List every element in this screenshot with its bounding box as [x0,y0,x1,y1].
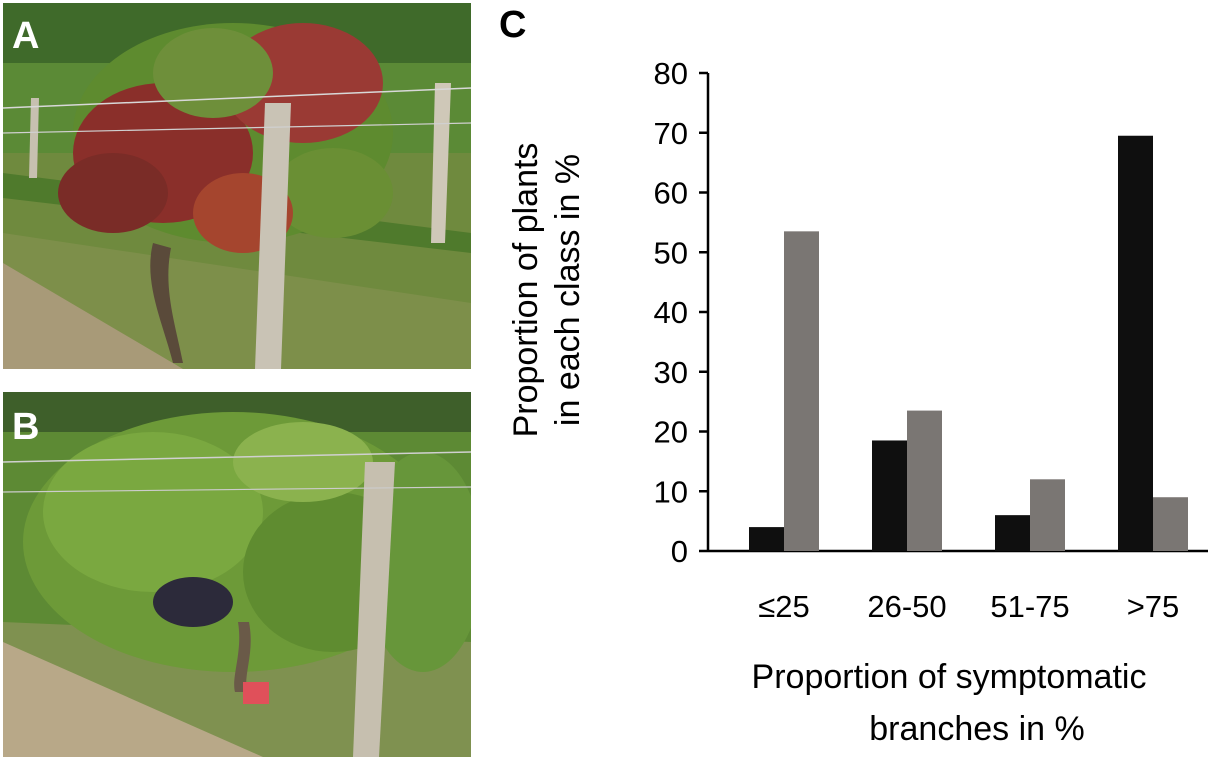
bar-series-1 [749,527,784,551]
x-tick-label: 26-50 [867,589,946,624]
y-tick-label: 60 [654,176,688,211]
y-tick-label: 0 [671,534,688,569]
panel-label-c: C [499,4,527,46]
y-axis-title-line-2: in each class in % [549,154,587,426]
x-axis-title-line-1: Proportion of symptomatic [752,658,1147,696]
y-tick-label: 20 [654,415,688,450]
bar-series-2 [784,231,819,551]
y-tick-label: 40 [654,295,688,330]
photo-symptomatic-vine [3,3,471,369]
bar-chart: 0 10 20 30 40 50 60 70 80 ≤25 26-50 51-75 >75 Propo… [507,56,1208,748]
panel-label-a: A [12,15,40,57]
y-tick-label: 70 [654,116,688,151]
y-tick-label: 10 [654,474,688,509]
photo-healthy-vine [3,392,471,757]
x-tick-label: ≤25 [758,589,810,624]
y-tick-label: 80 [654,56,688,91]
x-axis-title-line-2: branches in % [869,710,1084,748]
bar-series-2 [1030,479,1065,551]
bar-series-1 [872,440,907,551]
x-tick-label: 51-75 [990,589,1069,624]
y-tick-labels: 0 10 20 30 40 50 60 70 80 [654,56,688,569]
chart-bars [749,135,1188,552]
bar-series-2 [907,410,942,551]
bar-series-2 [1153,497,1188,551]
bar-series-1 [995,515,1030,551]
y-tick-label: 30 [654,355,688,390]
panel-label-b: B [12,406,40,448]
x-tick-label: >75 [1127,589,1180,624]
x-tick-labels: ≤25 26-50 51-75 >75 [758,589,1179,624]
y-axis-title-line-1: Proportion of plants [507,143,545,438]
bar-series-1 [1118,135,1153,552]
y-tick-label: 50 [654,235,688,270]
